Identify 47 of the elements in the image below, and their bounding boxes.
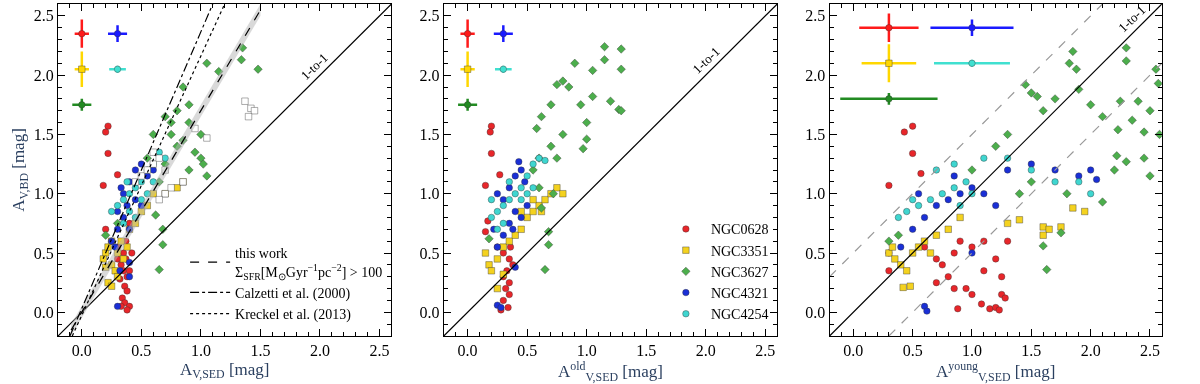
x-tick-label: 0.5 <box>517 342 538 360</box>
x-tick-label: 1.5 <box>250 342 271 360</box>
legend-label: Calzetti et al. (2000) <box>235 285 351 302</box>
y-tick-label: 0.5 <box>419 244 440 262</box>
legend-label: NGC0628 <box>710 222 769 238</box>
legend-label: NGC3627 <box>710 264 769 280</box>
y-tick-label: 2.0 <box>419 66 440 84</box>
y-tick-label: 1.0 <box>33 185 54 203</box>
x-tick-label: 2.0 <box>1080 342 1101 360</box>
x-tick-label: 2.5 <box>369 342 390 360</box>
y-tick-label: 2.5 <box>33 7 54 25</box>
x-tick-label: 2.5 <box>755 342 776 360</box>
x-tick-label: 1.5 <box>1021 342 1042 360</box>
y-tick-label: 1.5 <box>805 126 826 144</box>
x-tick-label: 2.5 <box>1139 342 1160 360</box>
y-tick-label: 1.0 <box>805 185 826 203</box>
y-tick-label: 0.0 <box>805 303 826 321</box>
x-tick-label: 0.0 <box>843 342 864 360</box>
x-tick-label: 1.5 <box>636 342 657 360</box>
x-tick-label: 2.0 <box>695 342 716 360</box>
x-axis-title: A$^{old}$$_{V,SED}$ [mag] <box>558 359 663 384</box>
x-tick-label: 0.5 <box>131 342 152 360</box>
y-tick-label: 1.5 <box>419 126 440 144</box>
x-tick-label: 1.0 <box>576 342 597 360</box>
y-tick-label: 0.5 <box>805 244 826 262</box>
x-axis-title: A$^{young}$$_{V,SED}$ [mag] <box>936 359 1056 384</box>
x-tick-label: 0.0 <box>71 342 92 360</box>
legend-label: Kreckel et al. (2013) <box>235 307 352 324</box>
y-tick-label: 2.0 <box>805 66 826 84</box>
legend-label: NGC4254 <box>710 307 769 323</box>
text: this work Σ$_{SFR}$[M$_{⊙}$Gyr$^{−1}$pc$^{−2}$] > 100 <box>235 246 383 282</box>
x-axis-title: A$_{V,SED}$ [mag] <box>179 359 270 382</box>
y-tick-label: 2.5 <box>805 7 826 25</box>
legend-label: NGC3351 <box>710 243 769 259</box>
y-tick-label: 2.0 <box>33 66 54 84</box>
x-tick-label: 1.0 <box>190 342 211 360</box>
y-tick-label: 0.5 <box>33 244 54 262</box>
x-tick-label: 2.0 <box>309 342 330 360</box>
y-tick-label: 1.5 <box>33 126 54 144</box>
x-tick-label: 1.0 <box>961 342 982 360</box>
y-tick-label: 2.5 <box>419 7 440 25</box>
y-tick-label: 0.0 <box>33 303 54 321</box>
y-tick-label: 1.0 <box>419 185 440 203</box>
x-tick-label: 0.5 <box>902 342 923 360</box>
y-tick-label: 0.0 <box>419 303 440 321</box>
x-tick-label: 0.0 <box>457 342 478 360</box>
legend-label: NGC4321 <box>710 286 769 302</box>
